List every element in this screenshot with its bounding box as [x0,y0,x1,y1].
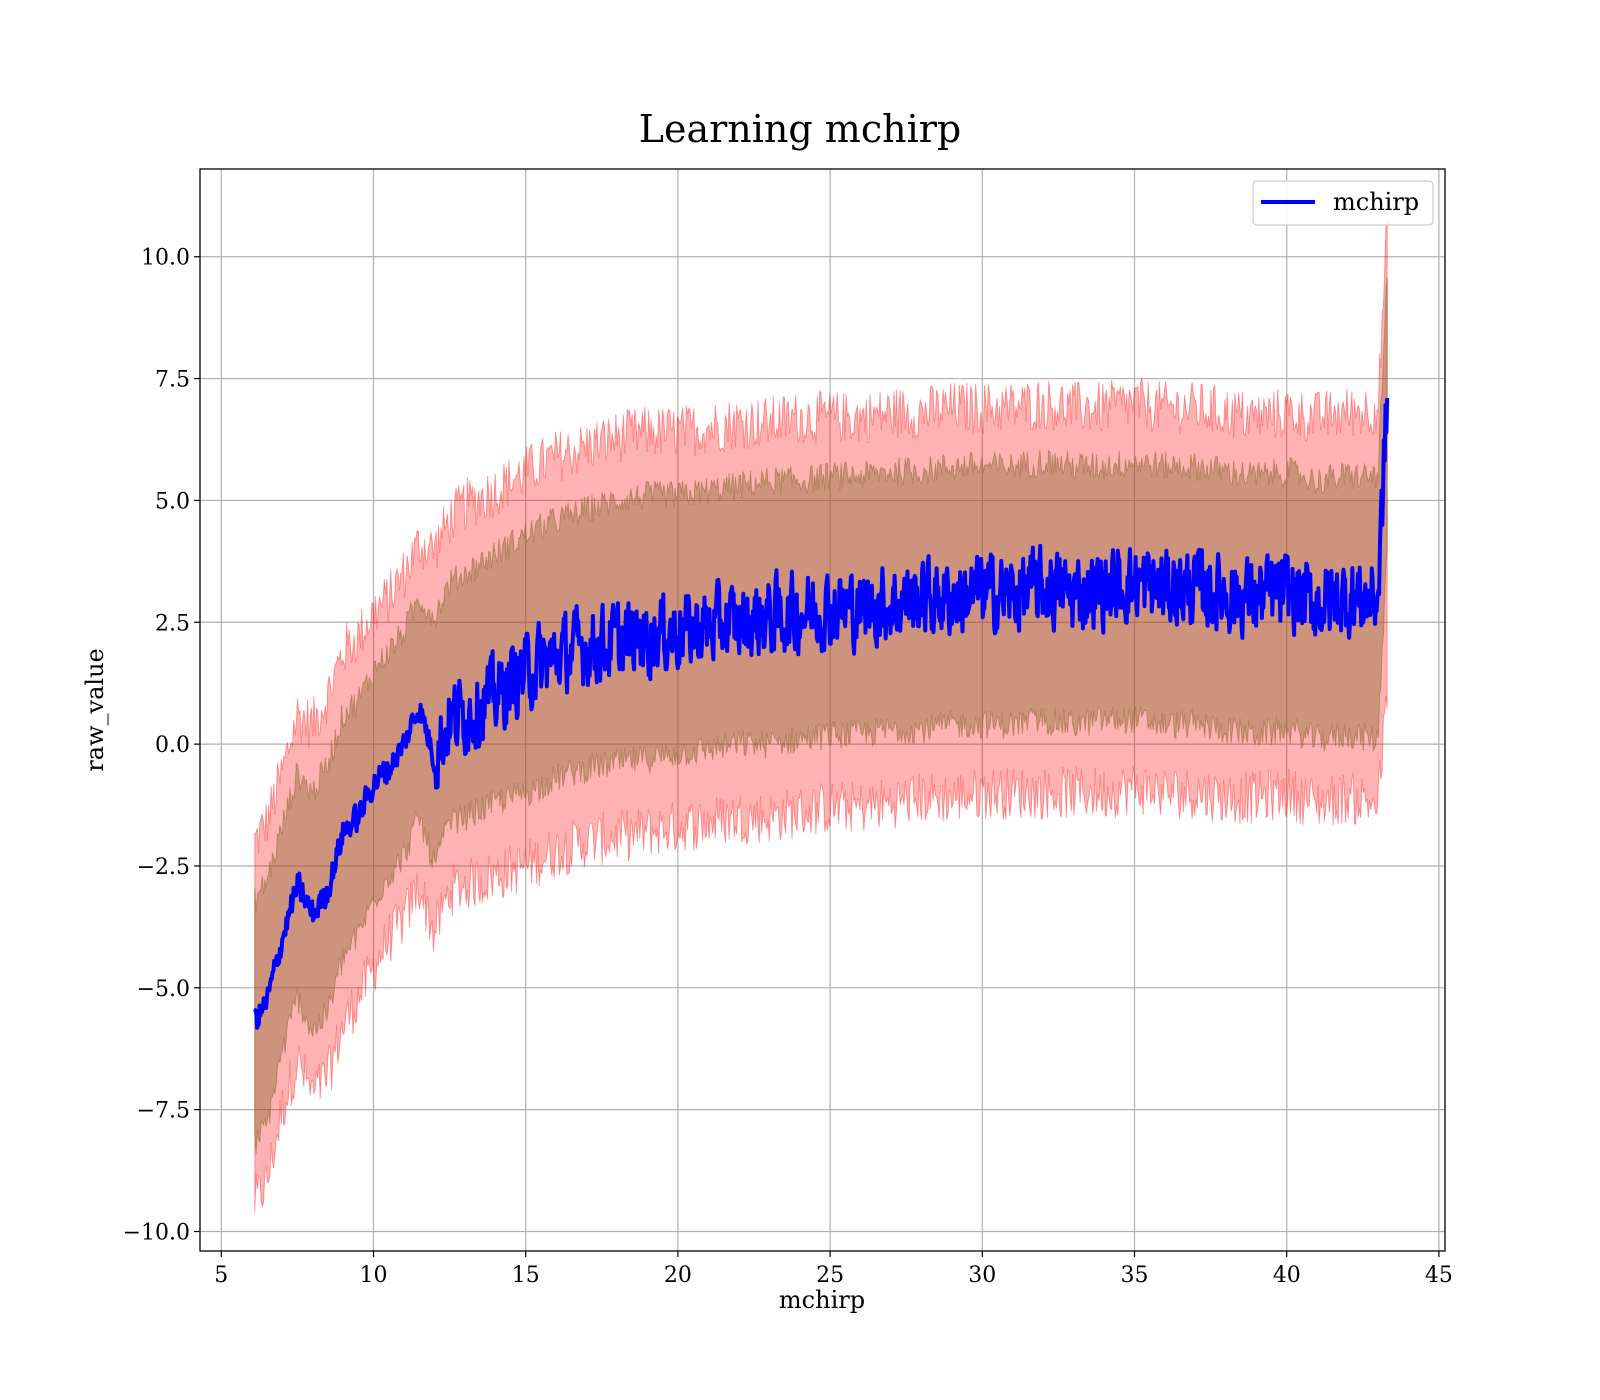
x-axis-ticks: 5 10 15 20 25 30 35 40 45 [214,1251,1453,1288]
x-gridlines [220,169,1440,1251]
series-lines [252,398,1390,1030]
y-gridlines [200,256,1445,1233]
x-tick-label: 30 [968,1263,996,1288]
confidence-bands [254,220,1388,1213]
y-axis-ticks: −10.0 −7.5 −5.0 −2.5 0.0 2.5 5.0 7.5 10.0 [123,246,200,1246]
y-tick-label: 10.0 [141,246,190,271]
x-tick-label: 5 [214,1263,228,1288]
x-tick-label: 20 [664,1263,692,1288]
x-tick-label: 45 [1425,1263,1453,1288]
series-line-mchirp [252,398,1390,1030]
y-axis-label: raw_value [81,648,109,772]
x-axis-label: mchirp [779,1286,865,1314]
x-tick-label: 40 [1273,1263,1301,1288]
legend-label-mchirp: mchirp [1333,188,1419,216]
x-tick-label: 10 [360,1263,388,1288]
y-tick-label: −10.0 [123,1221,190,1246]
y-tick-label: −5.0 [137,977,190,1002]
band-outer [254,220,1388,1213]
x-tick-label: 35 [1121,1263,1149,1288]
y-tick-label: −7.5 [137,1099,190,1124]
y-tick-label: 2.5 [155,611,190,636]
y-tick-label: −2.5 [137,855,190,880]
band-inner [254,278,1388,1154]
y-tick-label: 5.0 [155,489,190,514]
y-tick-label: 0.0 [155,733,190,758]
legend: mchirp [1252,180,1434,226]
plot-background [200,169,1445,1251]
x-tick-label: 15 [512,1263,540,1288]
y-tick-label: 7.5 [155,368,190,393]
x-tick-label: 25 [816,1263,844,1288]
legend-box [1252,180,1434,226]
chart-title: Learning mchirp [639,107,961,151]
plot-area [199,168,1446,1252]
plot-frame [199,168,1446,1252]
